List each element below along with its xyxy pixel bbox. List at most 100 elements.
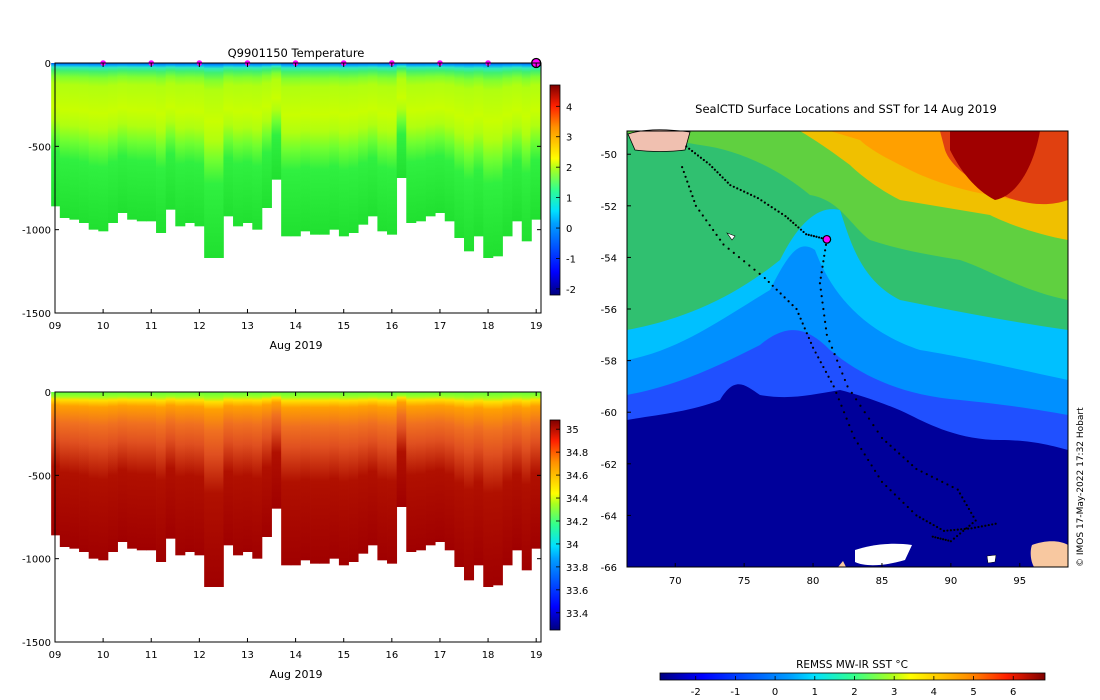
sst-field [627,129,1068,568]
profile-column [492,392,503,586]
profile-column [213,392,224,587]
colorbar-tick-label: 35 [566,425,579,436]
track-dot [783,296,786,299]
profile-column [184,392,195,552]
track-dot [820,271,823,274]
track-dot [918,516,921,519]
profile-column [348,392,359,562]
profile-column [387,63,398,235]
track-dot [915,514,918,517]
profile-column [136,392,147,551]
track-dot [771,284,774,287]
track-dot [925,520,928,523]
y-tick-label: -1500 [22,638,51,649]
track-dot [767,280,770,284]
profile-column [387,392,398,564]
profile-column [261,63,272,208]
track-dot [970,511,973,514]
profile-column [512,392,523,551]
track-dot [956,488,959,491]
track-dot [944,538,947,542]
track-dot [691,149,694,153]
track-dot [880,436,884,440]
profile-column [290,392,301,566]
track-dot [877,475,880,478]
profile-column [502,392,513,566]
x-tick-label: 75 [738,576,751,587]
track-dot [965,527,968,530]
profile-column [98,63,109,232]
x-tick-label: 85 [876,576,889,587]
profile-column [300,392,311,561]
track-dot [860,447,863,451]
track-dot [910,463,914,467]
track-dot [873,469,877,472]
salinity-xlabel: Aug 2019 [270,668,323,681]
track-dot [941,480,944,483]
track-dot [970,527,973,530]
track-dot [822,307,825,311]
track-dot [893,493,896,496]
profile-column [483,63,494,258]
temperature-title: Q9901150 Temperature [228,46,365,60]
track-dot [824,370,828,373]
colorbar-tick-label: 0 [772,687,778,698]
track-dot [716,171,719,174]
track-dot [721,176,724,179]
track-dot [686,180,689,183]
track-dot [787,300,790,303]
track-dot [799,228,803,231]
track-dot [867,417,871,420]
track-dot [949,540,952,543]
y-tick-label: -54 [601,253,617,264]
track-dot [779,292,782,295]
profile-column [415,392,426,551]
track-dot [712,228,715,232]
track-dot [691,195,694,198]
profile-column [415,63,426,222]
colorbar-tick-label: -2 [566,285,576,296]
salinity-colorbar [549,419,561,631]
profile-column [261,392,272,537]
track-dot [960,528,963,531]
track-dot [708,163,711,166]
x-tick-label: 18 [482,321,495,332]
track-dot [711,166,714,169]
x-tick-label: 11 [145,650,158,661]
profile-column [367,392,378,546]
colorbar-tick-label: 6 [1010,687,1016,698]
colorbar-tick-label: 34 [566,540,579,551]
track-dot [955,534,959,538]
profile-column [69,63,80,220]
track-dot [702,158,705,162]
map-credit: © IMOS 17-May-2022 17:32 Hobart [1076,407,1086,567]
profile-column [194,63,205,227]
profile-column [69,392,80,549]
track-dot [833,353,836,356]
track-dot [688,147,691,150]
y-tick-label: 0 [45,59,51,70]
profile-column [502,63,513,237]
y-tick-label: -64 [601,511,617,522]
profile-column [492,63,503,257]
track-dot [818,282,822,285]
colorbar-tick-label: 33.8 [566,563,588,574]
x-tick-label: 17 [434,650,447,661]
profile-column [165,63,176,210]
track-dot [935,525,939,529]
salinity-panel: 09 10 11 12 13 14 15 16 17 18 19 0 -500 -1000 -1500 A… [22,388,588,681]
track-dot [760,199,763,202]
track-dot [824,320,827,324]
track-dot [929,522,932,525]
track-dot [971,522,974,525]
track-dot [910,510,914,513]
track-dot [934,536,937,539]
track-dot [850,430,853,433]
track-dot [729,184,732,187]
track-dot [972,515,975,518]
map-y-ticks: -50 -52 -54 -56 -58 -60 -62 -64 -66 [601,150,631,574]
track-dot [743,190,746,193]
track-dot [774,208,777,211]
track-dot [819,361,822,364]
track-dot [973,526,977,529]
